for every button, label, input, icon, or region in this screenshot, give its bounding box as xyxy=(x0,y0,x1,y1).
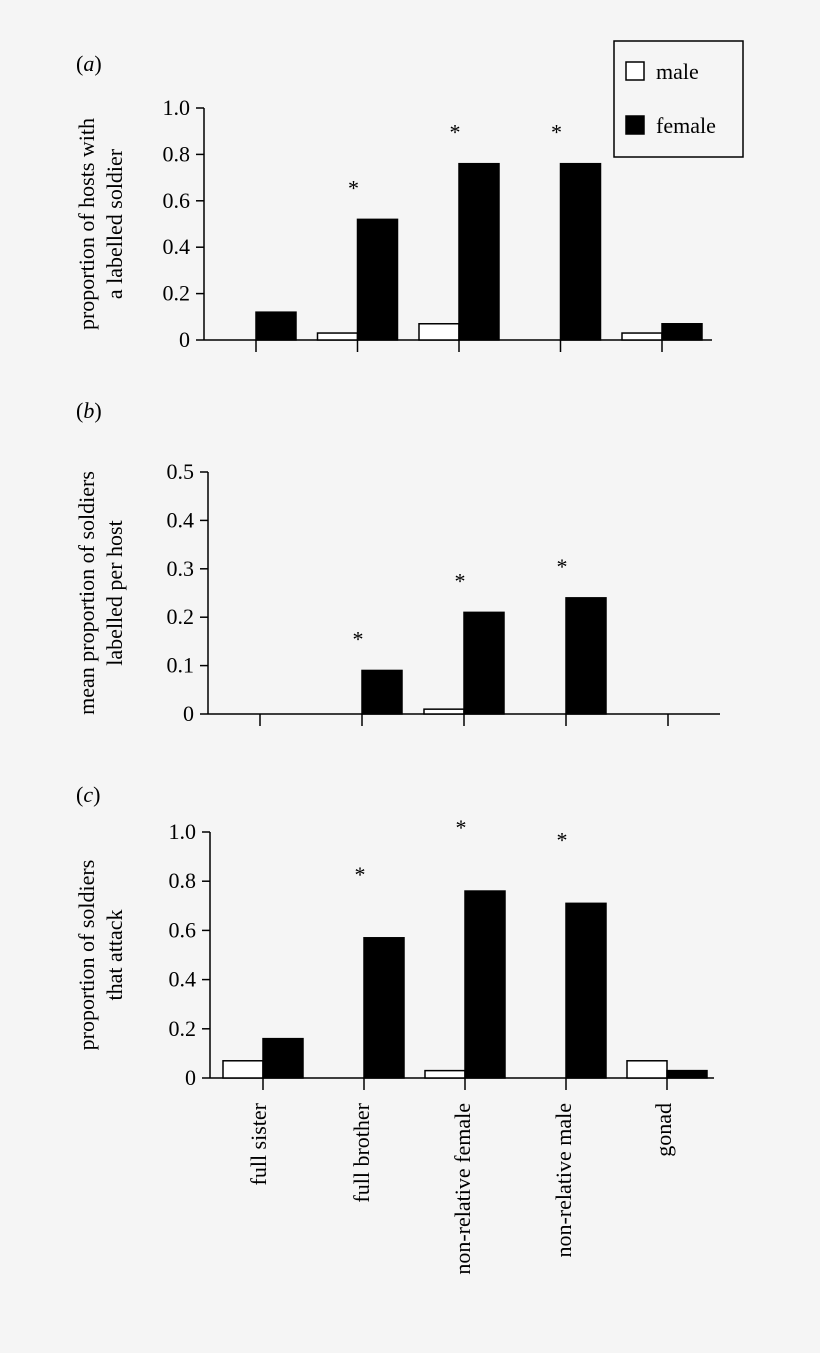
legend-label-male: male xyxy=(656,59,699,84)
bar-female-non-relative-female xyxy=(458,162,500,341)
legend-box xyxy=(613,40,744,158)
legend-label-female: female xyxy=(656,113,716,138)
y-tick-label: 0.6 xyxy=(169,917,197,942)
legend-swatch-male xyxy=(625,61,645,81)
bar-male-non-relative-female xyxy=(418,323,460,341)
y-tick-label: 0.6 xyxy=(163,188,191,213)
bar-male-full-brother xyxy=(316,332,359,341)
y-tick-label: 0 xyxy=(179,327,190,352)
y-axis-title: that attack xyxy=(102,909,127,1000)
y-axis-title: proportion of soldiers xyxy=(74,860,99,1051)
bar-female-gonad xyxy=(666,1069,708,1079)
significance-asterisk: * xyxy=(557,827,568,852)
y-tick-label: 0.5 xyxy=(167,459,195,484)
legend-swatch-female xyxy=(625,115,645,135)
significance-asterisk: * xyxy=(557,554,568,579)
bar-male-gonad xyxy=(621,332,663,341)
bar-female-non-relative-male xyxy=(565,597,607,715)
panel-label: (b) xyxy=(76,398,102,423)
y-tick-label: 0.1 xyxy=(167,653,195,678)
significance-asterisk: * xyxy=(355,862,366,887)
bar-female-full-brother xyxy=(356,218,399,341)
significance-asterisk: * xyxy=(353,626,364,651)
panel-label: (a) xyxy=(76,51,102,76)
bar-male-non-relative-female xyxy=(423,708,465,715)
panel-label: (c) xyxy=(76,782,100,807)
category-label-full-brother: full brother xyxy=(349,1102,374,1202)
y-tick-label: 0.3 xyxy=(167,556,195,581)
significance-asterisk: * xyxy=(456,815,467,840)
panel-a: (a) 0 0.2 0.4 0.6 0.8 1.0 proportion of hosts w… xyxy=(74,51,712,352)
category-label-full-sister: full sister xyxy=(246,1102,271,1185)
bar-female-gonad xyxy=(661,323,703,341)
y-axis-title: proportion of hosts with xyxy=(74,118,99,330)
significance-asterisk: * xyxy=(450,120,461,145)
category-label-non-relative-female: non-relative female xyxy=(450,1103,475,1275)
panel-c: (c) 0 0.2 0.4 0.6 0.8 1.0 proportion of soldier… xyxy=(74,782,714,1090)
bar-female-full-sister xyxy=(255,311,297,341)
y-tick-label: 0.4 xyxy=(169,967,197,992)
legend: male female xyxy=(613,40,744,158)
y-tick-label: 0 xyxy=(185,1065,196,1090)
panel-b: (b) 0 0.1 0.2 0.3 0.4 0.5 mean proportion of so… xyxy=(74,398,720,726)
y-axis-title: labelled per host xyxy=(102,520,127,665)
bar-female-non-relative-male xyxy=(559,162,602,341)
y-tick-label: 0.8 xyxy=(169,868,197,893)
significance-asterisk: * xyxy=(455,568,466,593)
y-tick-label: 0.4 xyxy=(163,234,191,259)
y-axis-title: mean proportion of soldiers xyxy=(74,471,99,715)
bar-male-gonad xyxy=(626,1060,668,1079)
bar-female-non-relative-female xyxy=(464,890,506,1079)
y-tick-label: 0 xyxy=(183,701,194,726)
bar-female-full-brother xyxy=(363,937,405,1079)
category-label-gonad: gonad xyxy=(651,1103,676,1157)
category-labels: full sister full brother non-relative fe… xyxy=(246,1102,676,1274)
bar-male-full-sister xyxy=(222,1060,264,1079)
bar-female-non-relative-male xyxy=(565,902,607,1079)
y-tick-label: 0.4 xyxy=(167,507,195,532)
significance-asterisk: * xyxy=(551,120,562,145)
category-label-non-relative-male: non-relative male xyxy=(551,1103,576,1258)
y-axis-title: a labelled soldier xyxy=(102,148,127,299)
bar-female-full-brother xyxy=(361,669,403,715)
y-tick-label: 1.0 xyxy=(163,95,191,120)
significance-asterisk: * xyxy=(348,175,359,200)
bar-female-full-sister xyxy=(262,1037,304,1079)
y-tick-label: 0.2 xyxy=(163,281,191,306)
bar-female-non-relative-female xyxy=(463,611,505,715)
bar-male-non-relative-female xyxy=(424,1069,466,1079)
y-tick-label: 0.2 xyxy=(169,1016,197,1041)
y-tick-label: 1.0 xyxy=(169,819,197,844)
y-tick-label: 0.2 xyxy=(167,604,195,629)
y-tick-label: 0.8 xyxy=(163,141,191,166)
